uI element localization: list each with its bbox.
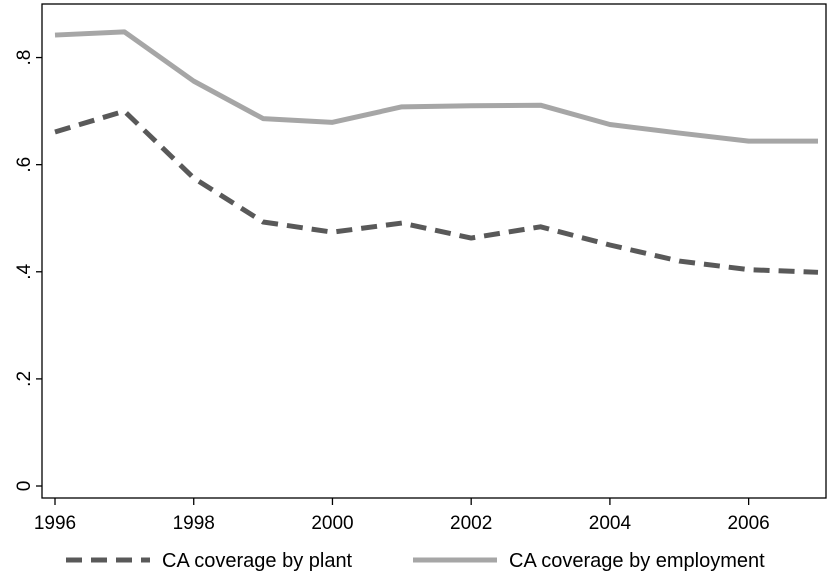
- legend-label-employment: CA coverage by employment: [509, 550, 765, 572]
- y-tick-label: 0: [14, 481, 35, 492]
- x-axis: 1996 1998 2000 2002 2004 2006: [34, 498, 770, 534]
- x-tick-label: 1998: [173, 513, 215, 534]
- y-tick-label: .6: [14, 157, 35, 173]
- y-tick-label: .8: [14, 50, 35, 66]
- x-tick-label: 2006: [727, 513, 769, 534]
- legend: CA coverage by plant CA coverage by empl…: [66, 550, 765, 572]
- y-tick-label: .4: [14, 263, 35, 279]
- series-line-plant: [54, 108, 819, 275]
- x-tick-label: 2000: [311, 513, 353, 534]
- legend-label-plant: CA coverage by plant: [162, 550, 353, 572]
- x-tick-label: 1996: [34, 513, 76, 534]
- series-line-employment: [54, 29, 818, 144]
- y-tick-label: .2: [14, 371, 35, 387]
- y-axis: 0 .2 .4 .6 .8: [14, 50, 42, 492]
- x-tick-label: 2002: [450, 513, 492, 534]
- series-layer: [54, 29, 819, 275]
- x-tick-label: 2004: [589, 513, 632, 534]
- plot-frame: [41, 3, 827, 499]
